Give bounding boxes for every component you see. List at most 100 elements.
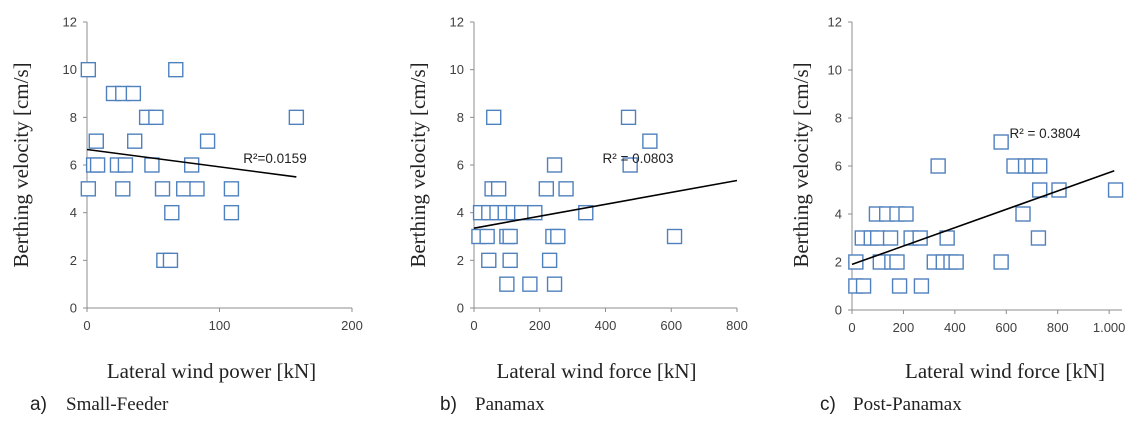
x-tick-label: 200 xyxy=(529,318,551,333)
r-squared-label: R² = 0.3804 xyxy=(1010,126,1081,141)
chart-panel-small-feeder: 0 2 4 6 8 10 12 0 100 200 R²=0.0159 Lateral wind … xyxy=(9,15,363,416)
data-point xyxy=(183,157,200,173)
data-point xyxy=(154,181,171,197)
x-tick-label: 200 xyxy=(893,320,915,335)
data-point xyxy=(622,157,638,173)
y-axis-title: Berthing velocity [cm/s] xyxy=(406,62,430,267)
panel-caption: Small-Feeder xyxy=(66,394,169,415)
x-tick-label: 800 xyxy=(1047,320,1069,335)
y-tick-label: 10 xyxy=(450,62,464,77)
data-point xyxy=(481,252,497,269)
data-point xyxy=(88,133,104,149)
data-point xyxy=(513,204,530,221)
data-point xyxy=(882,230,899,246)
data-point xyxy=(490,181,507,197)
y-tick-label: 4 xyxy=(457,205,464,220)
y-tick-label: 2 xyxy=(835,255,842,270)
y-tick-label: 12 xyxy=(828,15,842,30)
y-axis-title: Berthing velocity [cm/s] xyxy=(9,62,33,267)
x-tick-label: 600 xyxy=(660,318,682,333)
data-point xyxy=(541,252,558,269)
trend-line xyxy=(86,148,297,178)
data-point xyxy=(891,278,908,294)
panel-caption: Post-Panamax xyxy=(853,394,962,415)
y-tick-label: 8 xyxy=(70,110,77,125)
data-point xyxy=(930,158,946,174)
data-point xyxy=(546,276,563,292)
data-point xyxy=(223,204,240,221)
data-point xyxy=(538,181,555,197)
data-point xyxy=(1030,230,1047,246)
data-point xyxy=(148,109,164,126)
data-point xyxy=(993,134,1009,150)
data-point xyxy=(164,204,180,221)
data-point xyxy=(479,228,495,245)
data-point xyxy=(199,133,216,149)
x-tick-label: 1.000 xyxy=(1093,320,1126,335)
data-point xyxy=(117,157,134,173)
x-axis-title: Lateral wind force [kN] xyxy=(497,359,697,383)
data-point xyxy=(666,228,683,245)
panel-letter: c) xyxy=(820,394,836,415)
data-point xyxy=(499,276,515,292)
x-tick-label: 0 xyxy=(83,318,90,333)
data-point xyxy=(288,109,305,126)
data-point xyxy=(125,85,142,102)
data-point xyxy=(189,181,205,197)
x-tick-label: 400 xyxy=(595,318,617,333)
x-tick-label: 0 xyxy=(848,320,855,335)
y-tick-label: 0 xyxy=(70,301,77,316)
y-tick-label: 10 xyxy=(63,62,77,77)
y-tick-label: 6 xyxy=(70,158,77,173)
data-point xyxy=(913,278,930,294)
data-point xyxy=(486,109,502,126)
y-axis-title: Berthing velocity [cm/s] xyxy=(789,62,813,267)
x-axis-title: Lateral wind force [kN] xyxy=(905,359,1105,383)
data-point xyxy=(1032,158,1048,174)
x-tick-label: 100 xyxy=(209,318,231,333)
data-point xyxy=(502,228,518,245)
panel-letter: a) xyxy=(30,394,47,415)
data-point xyxy=(126,133,143,149)
data-point xyxy=(176,181,192,197)
data-point xyxy=(168,61,184,78)
data-point xyxy=(80,181,97,197)
data-point xyxy=(144,157,160,173)
chart-panel-panamax: 0 2 4 6 8 10 12 0 200 400 600 800 R² = 0.0803 Later… xyxy=(406,15,748,416)
data-point xyxy=(89,157,106,173)
data-point xyxy=(550,228,566,245)
data-point xyxy=(80,61,97,78)
data-point xyxy=(502,252,518,269)
trend-line xyxy=(473,179,738,229)
data-point xyxy=(870,230,886,246)
plot-area: 0 2 4 6 8 10 12 0 100 200 xyxy=(63,15,363,334)
x-tick-label: 0 xyxy=(470,318,477,333)
data-point xyxy=(558,181,574,197)
data-point xyxy=(993,254,1009,270)
y-tick-label: 2 xyxy=(457,253,464,268)
x-tick-label: 200 xyxy=(341,318,363,333)
trend-line xyxy=(851,170,1115,266)
data-point xyxy=(939,230,955,246)
data-point xyxy=(889,254,905,270)
data-point xyxy=(115,181,131,197)
y-tick-label: 6 xyxy=(457,158,464,173)
data-point xyxy=(223,181,240,197)
y-tick-label: 6 xyxy=(835,159,842,174)
y-tick-label: 0 xyxy=(457,301,464,316)
data-point xyxy=(948,254,964,270)
y-tick-label: 12 xyxy=(63,15,77,30)
data-point xyxy=(848,254,864,270)
plot-area: 0 2 4 6 8 10 12 0 200 400 600 800 xyxy=(450,15,748,334)
y-tick-label: 4 xyxy=(70,205,77,220)
panel-caption: Panamax xyxy=(475,394,545,415)
data-point xyxy=(620,109,637,126)
data-point xyxy=(1015,206,1031,222)
data-point xyxy=(1107,182,1124,198)
y-tick-label: 2 xyxy=(70,253,77,268)
data-point xyxy=(546,157,563,173)
x-tick-label: 400 xyxy=(944,320,966,335)
y-tick-label: 4 xyxy=(835,207,842,222)
